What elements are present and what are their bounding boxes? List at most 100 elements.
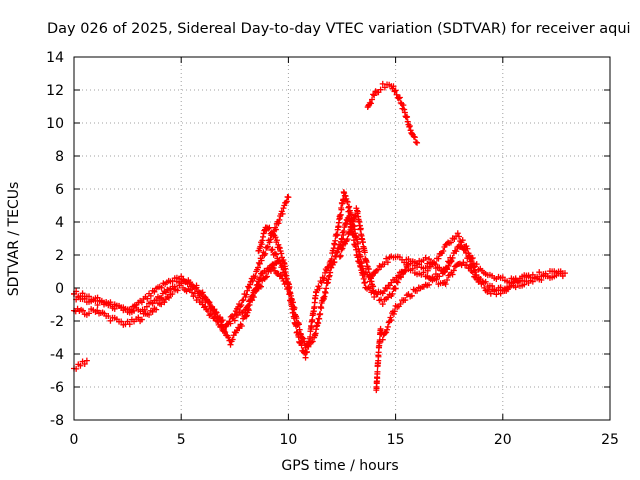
- data-point: [276, 244, 283, 251]
- data-point: [392, 285, 399, 292]
- data-point: [466, 255, 473, 262]
- series-track-g: [373, 258, 455, 394]
- data-point: [396, 273, 403, 280]
- data-point: [153, 297, 160, 304]
- data-point: [397, 300, 404, 307]
- data-point: [404, 261, 411, 268]
- data-point: [206, 299, 213, 306]
- data-point: [401, 109, 408, 116]
- data-point: [302, 354, 309, 361]
- data-point: [317, 310, 324, 317]
- data-point: [158, 284, 165, 291]
- data-point: [479, 279, 486, 286]
- data-point: [297, 339, 304, 346]
- data-point: [217, 314, 224, 321]
- data-point: [271, 250, 278, 257]
- data-point: [404, 113, 411, 120]
- data-point: [390, 83, 397, 90]
- data-point: [381, 261, 388, 268]
- data-point: [83, 357, 90, 364]
- data-point: [205, 299, 211, 306]
- data-point: [153, 306, 160, 313]
- data-point: [238, 302, 245, 309]
- data-point: [384, 326, 391, 333]
- data-point: [246, 298, 253, 305]
- data-point: [280, 205, 287, 212]
- data-point: [391, 308, 398, 315]
- series-track-c: [71, 258, 281, 331]
- y-tick-label: -4: [50, 347, 64, 363]
- data-point: [444, 276, 451, 283]
- data-point: [279, 210, 286, 217]
- data-point: [258, 241, 265, 248]
- data-point: [243, 291, 250, 298]
- data-point: [273, 251, 280, 258]
- data-point: [316, 285, 323, 292]
- data-point: [401, 106, 408, 113]
- data-point: [454, 230, 461, 237]
- data-point: [361, 249, 368, 256]
- data-point: [357, 225, 364, 232]
- data-point: [339, 236, 346, 243]
- data-point: [222, 329, 229, 336]
- data-point: [213, 309, 220, 316]
- data-point: [344, 236, 351, 243]
- data-point: [144, 295, 151, 302]
- data-point: [473, 271, 480, 278]
- data-point: [342, 193, 349, 200]
- data-point: [331, 259, 338, 266]
- data-point: [414, 287, 421, 294]
- data-point: [227, 320, 234, 327]
- data-point: [444, 266, 451, 273]
- data-point: [161, 299, 168, 306]
- data-point: [333, 249, 340, 256]
- data-point: [384, 259, 391, 266]
- data-point: [158, 301, 165, 308]
- x-tick-label: 15: [387, 432, 405, 448]
- data-point: [426, 256, 433, 263]
- data-point: [107, 317, 114, 324]
- data-point: [143, 303, 150, 310]
- data-point: [313, 289, 320, 296]
- data-point: [440, 247, 447, 254]
- data-point: [521, 281, 528, 288]
- x-tick-label: 25: [601, 432, 619, 448]
- data-point: [383, 255, 390, 262]
- data-point: [252, 273, 259, 280]
- data-point: [379, 336, 386, 343]
- data-point: [529, 278, 536, 285]
- data-point: [309, 338, 316, 345]
- data-point: [347, 226, 354, 233]
- x-tick-label: 5: [177, 432, 186, 448]
- data-point: [285, 194, 292, 201]
- data-point: [260, 233, 267, 240]
- data-point: [259, 237, 266, 244]
- data-point: [441, 269, 448, 276]
- data-point: [408, 292, 415, 299]
- data-point: [450, 267, 457, 274]
- data-point: [374, 368, 381, 375]
- data-point: [219, 317, 226, 324]
- data-point: [269, 246, 276, 253]
- data-point: [79, 290, 86, 297]
- data-point: [402, 297, 409, 304]
- data-point: [258, 257, 265, 264]
- data-point: [361, 279, 368, 286]
- data-point: [276, 245, 283, 252]
- data-point: [268, 247, 275, 254]
- data-point: [86, 310, 93, 317]
- data-point: [393, 91, 400, 98]
- data-point: [337, 252, 344, 259]
- data-point: [392, 87, 399, 94]
- chart-title: Day 026 of 2025, Sidereal Day-to-day VTE…: [47, 21, 631, 37]
- data-point: [225, 334, 232, 341]
- y-tick-label: 10: [46, 116, 64, 132]
- data-point: [394, 279, 401, 286]
- y-tick-label: -6: [50, 380, 64, 396]
- data-point: [370, 91, 377, 98]
- data-point: [147, 292, 154, 299]
- data-point: [334, 232, 341, 239]
- data-point: [346, 203, 353, 210]
- data-point: [286, 283, 293, 290]
- data-point: [205, 308, 211, 315]
